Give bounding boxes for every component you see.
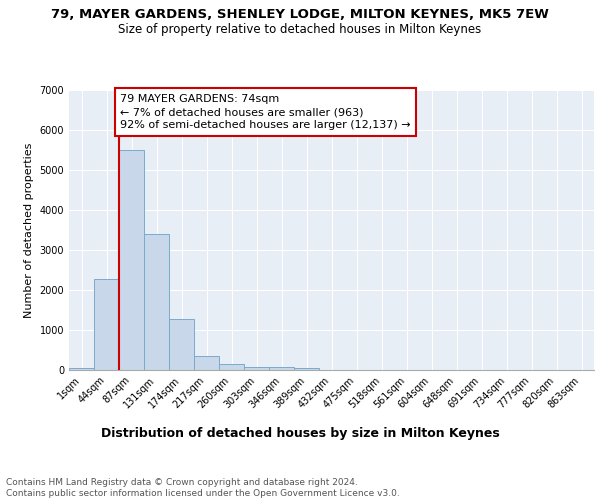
Text: 79 MAYER GARDENS: 74sqm
← 7% of detached houses are smaller (963)
92% of semi-de: 79 MAYER GARDENS: 74sqm ← 7% of detached… (120, 94, 411, 130)
Bar (294, 368, 319, 370)
Bar (269, 368, 294, 370)
Text: Contains HM Land Registry data © Crown copyright and database right 2024.
Contai: Contains HM Land Registry data © Crown c… (6, 478, 400, 498)
Bar (144, 234, 169, 370)
Text: 79, MAYER GARDENS, SHENLEY LODGE, MILTON KEYNES, MK5 7EW: 79, MAYER GARDENS, SHENLEY LODGE, MILTON… (51, 8, 549, 20)
Bar (194, 356, 219, 370)
Text: Distribution of detached houses by size in Milton Keynes: Distribution of detached houses by size … (101, 428, 499, 440)
Y-axis label: Number of detached properties: Number of detached properties (24, 142, 34, 318)
Text: Size of property relative to detached houses in Milton Keynes: Size of property relative to detached ho… (118, 22, 482, 36)
Bar (94, 279, 119, 370)
Bar (244, 368, 269, 370)
Bar (169, 319, 194, 370)
Bar (119, 150, 144, 370)
Bar (69, 368, 94, 370)
Bar (219, 364, 244, 370)
